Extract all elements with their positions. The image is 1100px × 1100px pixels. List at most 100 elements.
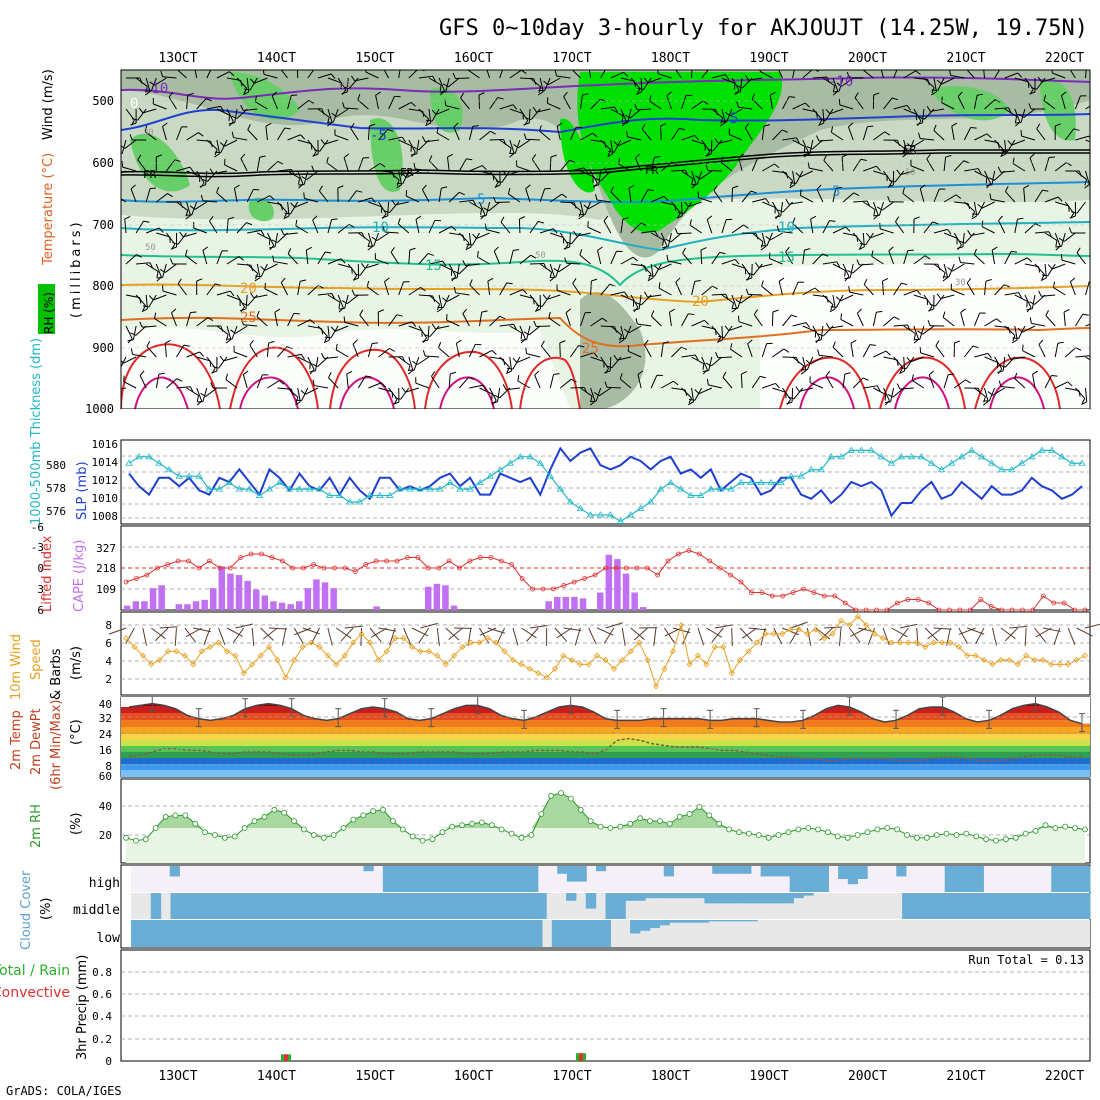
wind-barb-flag [1012, 157, 1015, 164]
wind-barb [145, 77, 151, 92]
wind-barb [556, 289, 571, 296]
rh-point [142, 836, 149, 843]
rh-point [914, 834, 920, 841]
wind-barb-flag [830, 306, 837, 308]
wind-barb [596, 199, 611, 203]
wind-barb-flag [1073, 128, 1080, 131]
wind-point [585, 661, 592, 668]
wind-barb-flag [715, 352, 719, 358]
wind-barb-flag [343, 86, 350, 90]
wind-barb [628, 325, 642, 334]
wind-barb-10m [596, 627, 614, 636]
wind-barb [290, 201, 299, 215]
wind-barb [769, 95, 773, 110]
wind-barb [398, 101, 412, 110]
li-point [696, 551, 702, 557]
wind-barb-flag [783, 348, 790, 353]
thickness-point [556, 485, 565, 492]
wind-barb [123, 356, 137, 364]
wind-barb-flag [712, 285, 718, 290]
wind-barb-flag [442, 297, 448, 302]
wind-barb [136, 262, 151, 265]
wind-barb-flag [425, 122, 431, 127]
wind-barb [446, 157, 450, 172]
thickness-point [917, 453, 926, 460]
wind-barb [823, 160, 834, 172]
wind-barb-flag [214, 153, 220, 158]
wind-barb-flag [442, 260, 447, 267]
top-x-tick: 21OCT [946, 51, 985, 66]
wind-barb-flag [507, 188, 511, 195]
upper-y-tick: 800 [92, 279, 114, 293]
wind-barb [123, 381, 137, 389]
wind-barb [852, 377, 864, 389]
wind-barb-flag [522, 289, 528, 295]
wind-barb-flag [736, 85, 743, 89]
wind-barb-flag [280, 277, 286, 283]
wind-barb-flag [936, 293, 942, 299]
wind-barb-flag [413, 162, 416, 169]
wind-barb-flag [346, 370, 353, 375]
cloud-bar [708, 920, 719, 922]
wind-barb [951, 289, 965, 296]
cape-tick: 109 [96, 583, 116, 596]
wind-barb-flag [283, 215, 290, 220]
wind-barb-flag [158, 372, 165, 375]
wind-barb-flag [916, 289, 922, 296]
wind-barb [418, 75, 433, 79]
wind-barb [940, 294, 955, 300]
wind-barb-flag [850, 339, 857, 344]
wind-barb-flag [1029, 317, 1032, 324]
wind-barb [1075, 135, 1089, 141]
wind-barb-flag [367, 245, 373, 251]
li-point [134, 576, 139, 581]
rh-point [745, 830, 752, 837]
wind-barb-flag [720, 117, 724, 124]
wind-barb-flag [542, 294, 548, 300]
wind-barb [600, 70, 606, 79]
wind-barb-flag [956, 246, 963, 249]
cloud-panel: high middle low Cloud Cover (%) [19, 864, 1091, 950]
wind-barb-flag [495, 180, 502, 183]
wind-barb [479, 349, 493, 358]
cloud-bar [528, 866, 539, 892]
wind-barb-flag [1029, 301, 1035, 305]
wind-barb-flag [759, 70, 761, 72]
thickness-point [1048, 446, 1056, 453]
wind-barb-flag [1026, 301, 1028, 308]
wind-barb-flag [621, 122, 628, 124]
wind-barb-flag [160, 70, 164, 77]
wind-barb [701, 356, 708, 370]
wind-barb-flag [607, 149, 612, 156]
cloud-bar [896, 866, 907, 877]
wind-barb-flag [1057, 341, 1064, 344]
wind-barb [505, 387, 520, 391]
wind-barb [277, 169, 292, 172]
rh-point [696, 804, 703, 810]
wind-barb-flag [196, 278, 203, 282]
wind-barb-flag [300, 354, 305, 360]
rh-point [162, 813, 169, 820]
wind-barb [168, 96, 177, 110]
wind-barb-flag [199, 184, 206, 188]
wind-barb-10m [336, 627, 352, 639]
wind-barb-flag [957, 91, 963, 97]
wind-barb-flag [1029, 153, 1035, 159]
cloud-bar [630, 920, 641, 934]
wind-barb [960, 262, 975, 265]
wind-barb [368, 201, 382, 208]
dewpoint-line [128, 737, 1082, 762]
wind-barb [176, 344, 185, 358]
li-point [530, 586, 535, 592]
wind-barb [327, 77, 342, 84]
cloud-bar [1040, 893, 1051, 919]
wind-point [989, 661, 996, 668]
wind-barb-flag [876, 385, 881, 392]
wind-barb [176, 201, 188, 211]
cloud-bar [405, 920, 416, 947]
rh-unit: (%) [69, 813, 84, 836]
wind-barb-flag [162, 122, 168, 127]
cape-bar [433, 583, 441, 610]
upper-rh-label: RH (%) [42, 292, 56, 334]
